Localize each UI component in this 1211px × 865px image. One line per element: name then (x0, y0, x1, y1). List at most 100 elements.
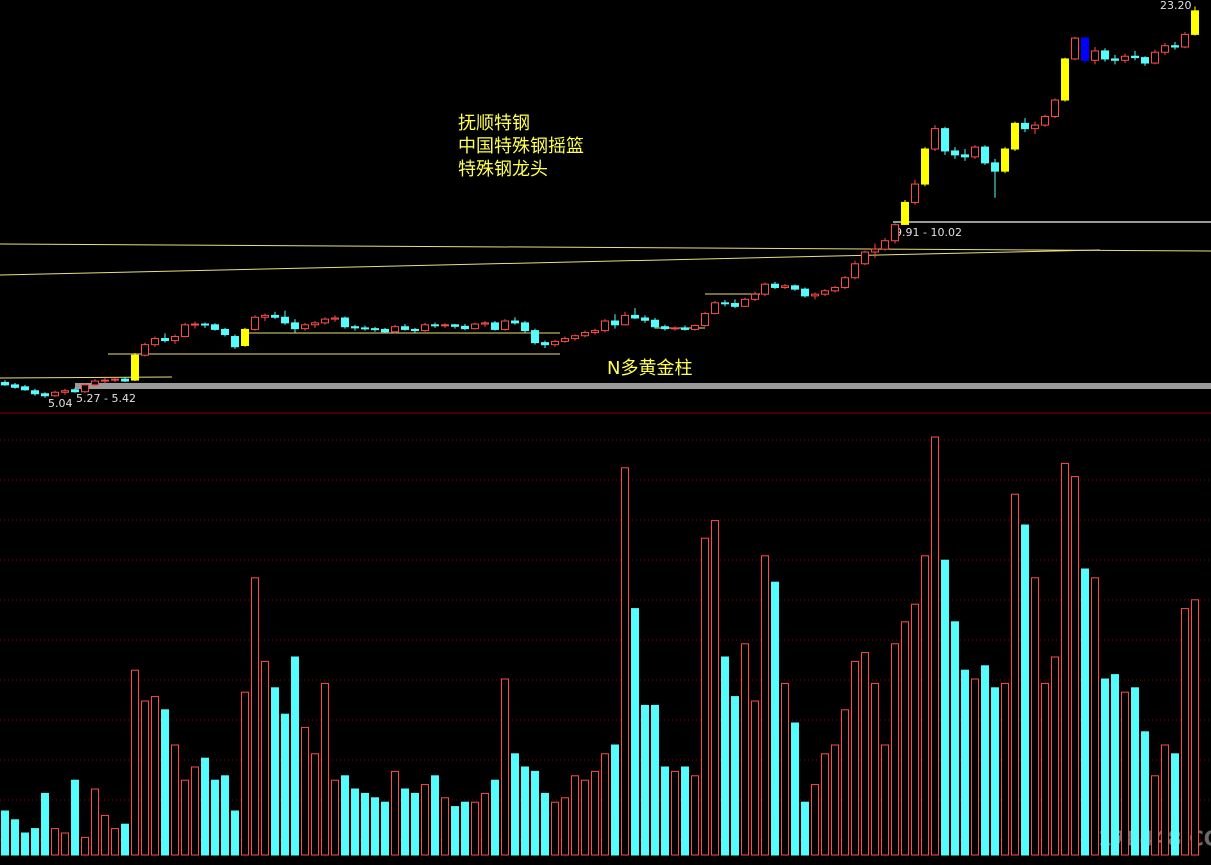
candle-body (1191, 10, 1199, 35)
volume-bar (981, 665, 989, 856)
volume-bar (111, 828, 119, 856)
volume-bar (71, 779, 79, 856)
volume-bar (171, 744, 179, 856)
candle-body (191, 323, 199, 326)
candle-body (301, 324, 309, 330)
volume-bar (131, 669, 139, 856)
candle-body (541, 342, 549, 346)
candle-body (221, 328, 229, 336)
volume-bar (661, 766, 669, 856)
volume-bar (191, 766, 199, 856)
price-label: 23.20 (1160, 0, 1192, 12)
volume-bar (591, 770, 599, 856)
volume-bar (641, 704, 649, 856)
candle-body (411, 328, 419, 332)
volume-bar (691, 775, 699, 856)
candle-body (1031, 124, 1039, 130)
volume-bar (521, 766, 529, 856)
volume-bar (441, 797, 449, 856)
annotation: 特殊钢龙头 (458, 159, 548, 180)
candle-body (511, 320, 519, 324)
candle-body (81, 384, 89, 393)
candle-body (531, 330, 539, 344)
candle-body (521, 322, 529, 332)
annotation: 中国特殊钢摇篮 (458, 136, 584, 157)
candle-body (981, 146, 989, 164)
volume-bar (261, 660, 269, 856)
volume-bar (621, 467, 629, 856)
candle-body (681, 327, 689, 330)
candle-body (1171, 45, 1179, 48)
candle-body (241, 328, 249, 347)
volume-bar (31, 828, 39, 856)
annotation: 抚顺特钢 (458, 113, 530, 134)
candle-body (311, 322, 319, 326)
candle-body (321, 318, 329, 324)
volume-bar (1121, 691, 1129, 856)
candle-body (811, 293, 819, 297)
candle-body (721, 302, 729, 305)
candle-body (641, 317, 649, 321)
volume-bar (701, 537, 709, 856)
candle-body (211, 324, 219, 330)
candle-body (711, 302, 719, 315)
candle-body (1181, 33, 1189, 48)
candle-body (1041, 115, 1049, 126)
volume-bar (951, 621, 959, 856)
candle-body (91, 380, 99, 386)
volume-bar (921, 555, 929, 856)
volume-bar (611, 744, 619, 856)
volume-bar (431, 775, 439, 856)
volume-bar (551, 801, 559, 856)
candle-body (911, 183, 919, 203)
volume-bar (381, 801, 389, 856)
candle-body (341, 317, 349, 328)
candle-body (281, 316, 289, 324)
volume-bar (541, 792, 549, 856)
volume-bar (1061, 462, 1069, 856)
volume-bar (681, 766, 689, 856)
candle-body (1051, 99, 1059, 117)
candle-body (1141, 57, 1149, 64)
candle-body (801, 288, 809, 297)
volume-bar (1101, 678, 1109, 856)
volume-bar (421, 784, 429, 856)
volume-bar (1151, 775, 1159, 856)
candle-body (1, 381, 9, 386)
volume-bar (811, 784, 819, 856)
volume-bar (161, 709, 169, 856)
volume-bar (81, 836, 89, 856)
candle-body (471, 323, 479, 330)
volume-bar (1131, 687, 1139, 856)
volume-bar (1001, 682, 1009, 856)
candle-body (451, 324, 459, 327)
volume-bar (861, 652, 869, 856)
candle-body (351, 326, 359, 329)
candle-body (261, 314, 269, 318)
candle-body (421, 324, 429, 332)
volume-bar (101, 814, 109, 856)
candle-body (61, 390, 69, 393)
candle-body (171, 336, 179, 342)
candle-body (1011, 122, 1019, 150)
volume-bar (841, 709, 849, 856)
price-label: 5.04 (48, 397, 73, 410)
volume-bar (51, 828, 59, 856)
price-label: 5.27 - 5.42 (76, 392, 136, 405)
candle-body (371, 328, 379, 331)
volume-bar (181, 779, 189, 856)
candle-body (791, 285, 799, 290)
candle-body (671, 327, 679, 330)
candle-body (931, 128, 939, 150)
volume-bar (1071, 476, 1079, 856)
candle-body (391, 326, 399, 333)
volume-bar (771, 581, 779, 856)
candle-body (951, 150, 959, 156)
volume-bar (631, 608, 639, 856)
volume-bar (481, 792, 489, 856)
volume-bar (731, 696, 739, 856)
volume-bar (471, 801, 479, 856)
candle-body (661, 326, 669, 330)
candle-body (121, 378, 129, 382)
